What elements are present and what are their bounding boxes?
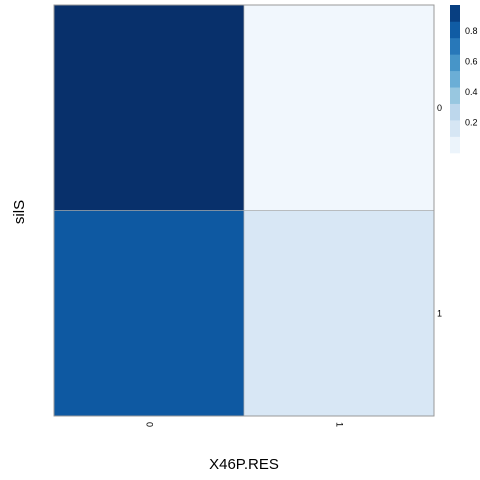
legend-swatch-0 (450, 136, 460, 154)
x-axis-title: X46P.RES (209, 456, 279, 473)
x-tick-label-1: 1 (335, 422, 345, 427)
heatmap-cell-1-0 (243, 4, 435, 211)
color-legend: 0.2 0.4 0.6 0.8 (450, 5, 478, 154)
legend-swatch-1 (450, 120, 460, 137)
legend-swatch-6 (450, 37, 460, 55)
panel-border (53, 4, 435, 417)
legend-tick-label: 0.6 (465, 56, 478, 66)
y-tick-label-0: 0 (437, 103, 442, 113)
legend-tick-label: 0.2 (465, 117, 478, 127)
heatmap-cell-0-0 (53, 4, 245, 211)
heatmap-cells (53, 4, 435, 417)
legend-swatch-7 (450, 21, 460, 39)
y-axis-ticks: 01 (437, 103, 442, 319)
legend-swatch-8 (450, 5, 460, 22)
y-axis-title: silS (11, 200, 28, 224)
legend-swatch-5 (450, 54, 460, 72)
legend-swatch-3 (450, 87, 460, 104)
legend-swatch-4 (450, 70, 460, 88)
legend-tick-label: 0.4 (465, 87, 478, 97)
x-tick-label-0: 0 (145, 422, 155, 427)
legend-swatch-2 (450, 103, 460, 121)
heatmap-cell-1-1 (243, 210, 435, 417)
legend-tick-label: 0.8 (465, 26, 478, 36)
y-tick-label-1: 1 (437, 308, 442, 318)
heatmap-cell-0-1 (53, 210, 245, 417)
